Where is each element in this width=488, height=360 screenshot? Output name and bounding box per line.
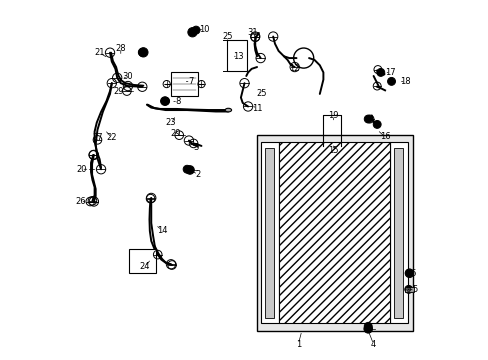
Circle shape (405, 269, 412, 277)
Text: 9: 9 (140, 50, 144, 59)
Text: 26: 26 (75, 197, 85, 206)
Text: 30: 30 (122, 72, 133, 81)
Circle shape (364, 115, 371, 123)
Text: 31: 31 (246, 28, 257, 37)
Text: 20: 20 (76, 165, 86, 174)
Bar (265, 148, 274, 318)
Circle shape (187, 28, 197, 37)
Circle shape (162, 97, 169, 105)
Text: 8: 8 (175, 97, 181, 106)
Text: 11: 11 (251, 104, 262, 113)
Text: 13: 13 (232, 52, 243, 61)
Text: 22: 22 (106, 133, 117, 142)
Text: 17: 17 (385, 68, 395, 77)
Circle shape (160, 97, 169, 105)
Text: 25: 25 (256, 89, 266, 98)
Text: 25: 25 (222, 32, 232, 41)
Bar (257, 135, 412, 330)
Text: 29: 29 (170, 129, 181, 138)
Text: 21: 21 (94, 48, 104, 57)
Text: 23: 23 (165, 118, 176, 127)
Text: 29: 29 (113, 86, 123, 95)
Bar (260, 142, 278, 323)
Text: 15: 15 (327, 146, 338, 155)
Circle shape (139, 48, 148, 57)
Text: 5: 5 (411, 285, 417, 294)
Bar (394, 148, 403, 318)
Circle shape (372, 121, 380, 129)
Text: 7: 7 (188, 77, 193, 86)
Bar (405, 287, 413, 292)
Circle shape (363, 324, 372, 333)
Circle shape (387, 77, 395, 85)
Circle shape (404, 285, 412, 293)
Text: 28: 28 (115, 44, 126, 53)
Circle shape (376, 68, 384, 76)
Text: 19: 19 (327, 111, 338, 120)
Text: 3: 3 (193, 143, 198, 152)
Text: 6: 6 (409, 269, 415, 278)
Bar (278, 142, 389, 323)
Bar (129, 249, 156, 273)
Text: 24: 24 (139, 262, 150, 271)
Circle shape (185, 166, 194, 174)
Text: 1: 1 (295, 340, 300, 349)
Circle shape (138, 48, 146, 56)
Text: 14: 14 (157, 226, 167, 235)
Text: 18: 18 (400, 77, 410, 86)
Circle shape (364, 322, 371, 330)
Bar (227, 40, 246, 71)
Text: 12: 12 (288, 64, 299, 73)
Bar (171, 72, 198, 96)
Text: 10: 10 (199, 25, 209, 34)
Text: 2: 2 (195, 170, 200, 179)
Ellipse shape (224, 108, 231, 112)
Text: 27: 27 (93, 133, 103, 142)
Circle shape (192, 26, 200, 34)
Text: 4: 4 (370, 340, 375, 349)
Circle shape (183, 165, 191, 173)
Text: 16: 16 (379, 132, 389, 141)
Bar (389, 142, 407, 323)
